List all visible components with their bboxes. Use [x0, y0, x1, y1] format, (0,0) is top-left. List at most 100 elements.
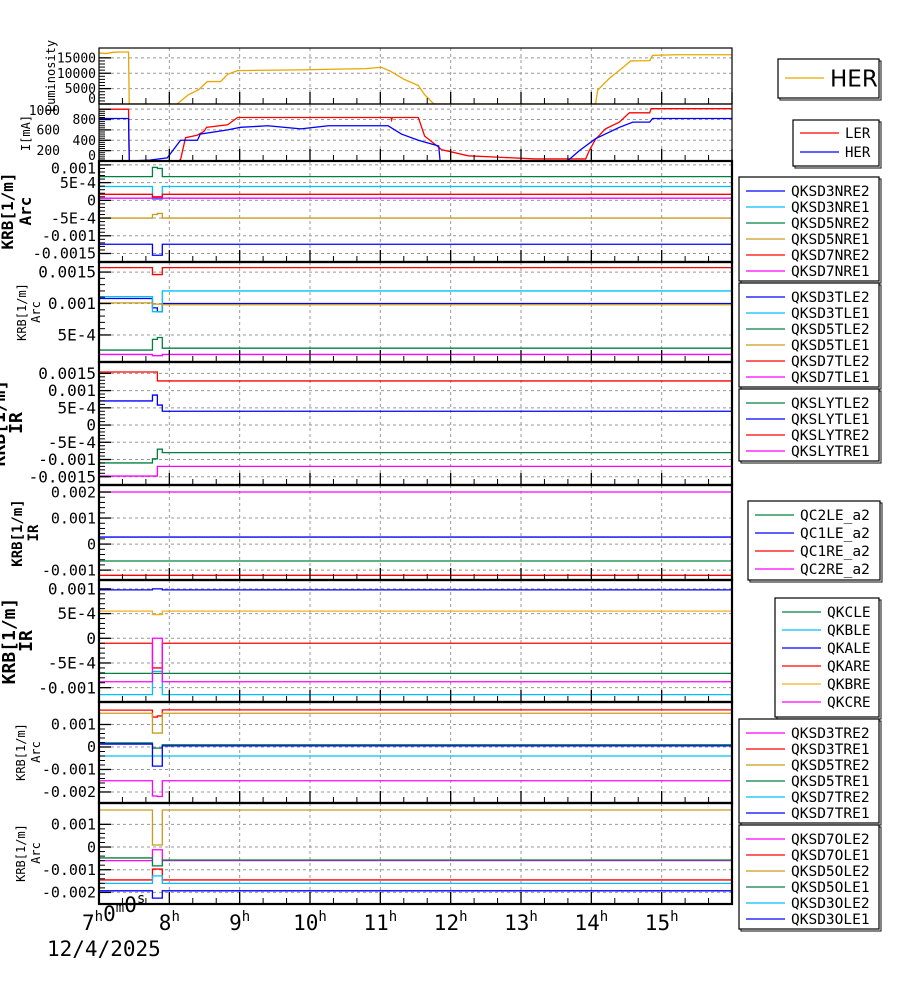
x-tick-label-value: 9: [229, 911, 242, 935]
panel-frame: [97, 700, 734, 805]
legend-label: QKSD7TRE1: [791, 806, 870, 822]
x-axis-date: 12/4/2025: [47, 937, 161, 961]
y-tick-label: 0: [87, 192, 96, 210]
y-tick-label: -5E-4: [51, 209, 96, 227]
series-line-qksd5tle1: [99, 302, 732, 306]
series-line-qksd7ole2: [99, 849, 732, 862]
legend-item: QKCLE: [782, 605, 871, 621]
legend-item: QC2RE_a2: [755, 562, 870, 578]
y-axis-label-line: KRB[1/m]: [0, 380, 10, 467]
legend-item: QKSLYTRE2: [746, 428, 870, 444]
y-tick-label: 0.001: [51, 816, 96, 834]
legend-label: QKSD7TLE1: [791, 370, 870, 386]
legend-item: QC1RE_a2: [755, 544, 870, 560]
legend-label: QKSD3OLE1: [791, 912, 870, 928]
y-axis-label-line: Arc: [16, 197, 35, 226]
series-line-qkale: [99, 588, 732, 591]
panel-9: -0.002 -0.001 0 0.001 KRB[1/m] Arc: [14, 801, 734, 906]
legend-box: [738, 824, 880, 930]
y-axis-label: KRB[1/m]IR: [10, 499, 42, 566]
x-tick-label-value: 7: [82, 911, 95, 935]
y-tick-label: 0: [87, 838, 96, 856]
y-axis-label-line: IR: [26, 524, 42, 541]
series-line-qksd7tle1: [99, 353, 732, 357]
legend-item: QKSD3TLE2: [746, 290, 870, 306]
y-tick-label: 0: [86, 416, 96, 435]
legend-label: QKSD7OLE1: [791, 848, 870, 864]
panel-frame: [97, 801, 734, 906]
legend-box: [738, 282, 880, 388]
legend: QKSD3NRE2QKSD3NRE1QKSD5NRE2QKSD5NRE1QKSD…: [738, 176, 882, 284]
legend-box: [738, 718, 880, 824]
y-tick-label: -0.002: [42, 783, 96, 801]
series-line-qksd7tle2: [99, 267, 732, 276]
y-axis-label-line: KRB[1/m]: [14, 824, 28, 882]
y-tick-label: -0.0015: [33, 245, 96, 263]
x-tick-label-value: 0: [124, 893, 137, 917]
y-tick-label: 5E-4: [60, 174, 96, 192]
y-tick-label: 0.0015: [38, 263, 96, 282]
y-axis-label-line: KRB[1/m]: [15, 283, 29, 341]
legend-label: QC1LE_a2: [800, 526, 870, 542]
legend-label: QKSLYTRE1: [791, 444, 870, 460]
legend-item: QKSD5TRE2: [746, 758, 870, 774]
legend-box: [792, 119, 880, 167]
legend-label: QKSD7NRE1: [791, 264, 870, 280]
legend-label: QKSD7TRE2: [791, 790, 870, 806]
legend-label: QKSD3TLE2: [791, 290, 870, 306]
legend-item: QKSD3OLE2: [746, 896, 870, 912]
x-tick-label-unit: h: [171, 909, 179, 925]
legend-item: QKSD3OLE1: [746, 912, 870, 928]
y-tick-label: 0.001: [48, 294, 96, 313]
legend-item: QKSLYTRE1: [746, 444, 870, 460]
legend-label: LER: [845, 126, 871, 142]
x-tick-label-unit: h: [529, 909, 537, 925]
legend-item: QKSD5OLE1: [746, 880, 870, 896]
y-tick-label: -5E-4: [48, 654, 96, 673]
legend: LER HER: [792, 119, 882, 169]
legend-item: QKSD5TRE1: [746, 774, 870, 790]
series-line-qksd5ole2: [99, 809, 732, 846]
y-tick-label: -0.001: [42, 561, 96, 579]
y-tick-label: 0.001: [51, 159, 96, 177]
series-line-ler: [99, 108, 732, 161]
y-tick-label: 0.001: [51, 716, 96, 734]
legend-item: QKSD7TRE2: [746, 790, 870, 806]
panel-frame: [97, 578, 734, 704]
legend-item: QKSD5NRE2: [746, 216, 870, 232]
legend-label: QKSD5OLE2: [791, 864, 870, 880]
legend-item: QKSD5TLE2: [746, 322, 870, 338]
legend-label: QKCRE: [827, 695, 871, 711]
legend-item: HER: [800, 145, 871, 161]
y-tick-label: -0.001: [42, 761, 96, 779]
y-tick-label: 0.0015: [38, 364, 96, 383]
x-tick-label-value: 12: [434, 911, 459, 935]
legend-label: QKBRE: [827, 677, 871, 693]
x-tick-label: 15h: [645, 909, 679, 935]
y-tick-label: 10000: [57, 67, 96, 82]
legend-label: QKSD5TLE2: [791, 322, 870, 338]
y-axis-label-line: Arc: [29, 301, 43, 323]
x-tick-label: 14h: [574, 909, 608, 935]
y-axis-label-line: Arc: [29, 842, 43, 864]
y-tick-label: 0: [88, 149, 96, 164]
legend-item: QKARE: [782, 659, 871, 675]
y-axis-label: KRB[1/m]IR: [0, 598, 37, 685]
y-axis-label-line: IR: [6, 412, 27, 434]
legend-label: QKSD7NRE2: [791, 248, 870, 264]
series-line-her: [99, 117, 732, 161]
y-axis-label-line: I[mA]: [19, 115, 33, 151]
x-tick-label-unit: h: [600, 909, 608, 925]
y-tick-label: 0.001: [48, 579, 96, 598]
y-tick-label: 15000: [57, 51, 96, 66]
legend: QKSD7OLE2QKSD7OLE1QKSD5OLE2QKSD5OLE1QKSD…: [738, 824, 882, 932]
legend-item: QKSLYTLE1: [746, 412, 870, 428]
x-tick-label-unit: m: [116, 900, 124, 916]
y-tick-label: 800: [73, 113, 96, 128]
legend-item: QKSD3TRE1: [746, 742, 870, 758]
y-tick-label: -0.001: [42, 227, 96, 245]
y-axis-label: KRB[1/m] Arc: [15, 283, 43, 341]
legend-label: QKSD5TRE2: [791, 758, 870, 774]
